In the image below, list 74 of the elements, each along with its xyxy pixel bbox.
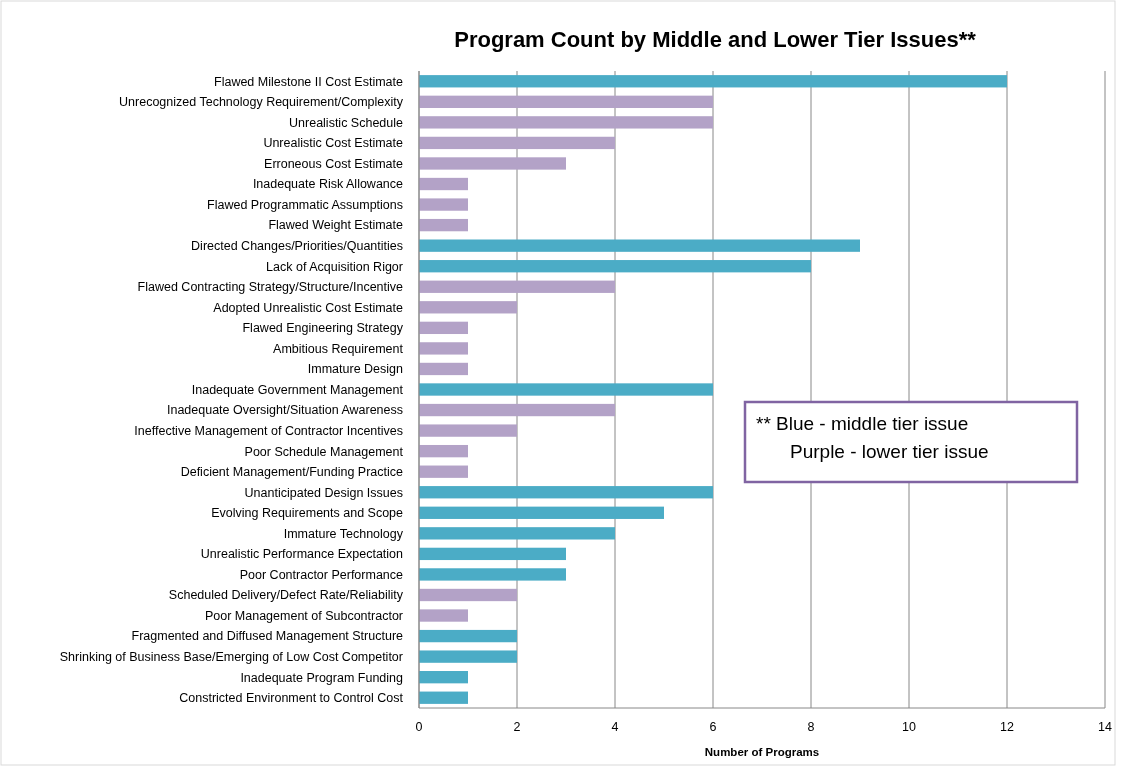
bar bbox=[419, 691, 468, 704]
bar bbox=[419, 95, 713, 108]
y-tick-label: Immature Technology bbox=[283, 526, 404, 541]
bar bbox=[419, 629, 517, 643]
bar bbox=[419, 116, 713, 129]
y-tick-label: Flawed Engineering Strategy bbox=[242, 321, 404, 336]
bar bbox=[419, 465, 468, 478]
annotation: ** Blue - middle tier issue bbox=[756, 413, 969, 434]
y-tick-label: Poor Contractor Performance bbox=[239, 567, 404, 582]
bar bbox=[419, 362, 468, 376]
bar bbox=[419, 609, 468, 622]
x-tick-label: 6 bbox=[709, 720, 717, 734]
y-tick-label: Unrealistic Schedule bbox=[289, 115, 404, 130]
y-tick-label: Erroneous Cost Estimate bbox=[264, 156, 404, 171]
bar bbox=[419, 444, 468, 458]
y-tick-label: Deficient Management/Funding Practice bbox=[180, 465, 404, 480]
y-tick-label: Directed Changes/Priorities/Quantities bbox=[191, 239, 403, 254]
bar bbox=[419, 75, 1007, 88]
bar bbox=[419, 383, 713, 396]
x-tick-label: 12 bbox=[1000, 720, 1014, 734]
y-tick-label: Flawed Milestone II Cost Estimate bbox=[214, 74, 404, 89]
bar bbox=[419, 547, 566, 561]
y-tick-label: Inadequate Program Funding bbox=[240, 670, 404, 685]
x-tick-label: 0 bbox=[415, 720, 423, 734]
y-tick-label: Poor Management of Subcontractor bbox=[204, 608, 403, 623]
bar bbox=[419, 650, 517, 663]
y-tick-label: Flawed Programmatic Assumptions bbox=[207, 197, 403, 212]
y-tick-label: Inadequate Government Management bbox=[191, 382, 404, 397]
bar bbox=[419, 157, 566, 170]
y-tick-label: Fragmented and Diffused Management Structure bbox=[131, 629, 404, 644]
y-tick-label: Unanticipated Design Issues bbox=[244, 485, 403, 500]
x-tick-label: 14 bbox=[1098, 720, 1112, 734]
y-tick-label: Scheduled Delivery/Defect Rate/Reliability bbox=[168, 588, 404, 603]
bar bbox=[419, 136, 615, 150]
bar bbox=[419, 239, 860, 252]
y-tick-label: Inadequate Oversight/Situation Awareness bbox=[166, 403, 403, 418]
bar bbox=[419, 403, 615, 417]
y-tick-label: Constricted Environment to Control Cost bbox=[179, 691, 404, 706]
y-tick-label: Flawed Weight Estimate bbox=[268, 218, 404, 233]
y-tick-label: Ineffective Management of Contractor Incentives bbox=[134, 423, 403, 438]
bar bbox=[419, 260, 811, 273]
y-tick-label: Ambitious Requirement bbox=[273, 341, 404, 356]
y-tick-label: Unrealistic Performance Expectation bbox=[200, 547, 404, 562]
y-tick-label: Adopted Unrealistic Cost Estimate bbox=[213, 300, 404, 315]
bar bbox=[419, 218, 468, 232]
bar bbox=[419, 198, 468, 211]
y-tick-label: Shrinking of Business Base/Emerging of Low Cost Competitor bbox=[59, 650, 403, 664]
y-tick-label: Unrecognized Technology Requirement/Complexity bbox=[119, 95, 404, 110]
x-tick-label: 2 bbox=[513, 720, 521, 734]
bar bbox=[419, 671, 468, 684]
y-tick-label: Poor Schedule Management bbox=[244, 444, 404, 459]
bar bbox=[419, 486, 713, 499]
chart-title: Program Count by Middle and Lower Tier Issues** bbox=[454, 27, 977, 52]
bar bbox=[419, 568, 566, 581]
bar bbox=[419, 506, 664, 519]
y-tick-label: Immature Design bbox=[307, 362, 404, 377]
x-axis-title: Number of Programs bbox=[704, 746, 820, 758]
bar bbox=[419, 342, 468, 355]
bar bbox=[419, 177, 468, 191]
y-tick-label: Flawed Contracting Strategy/Structure/Incentive bbox=[137, 280, 404, 295]
bar bbox=[419, 321, 468, 335]
bar bbox=[419, 588, 517, 602]
bar bbox=[419, 301, 517, 314]
y-tick-label: Evolving Requirements and Scope bbox=[211, 506, 404, 521]
y-tick-label: Unrealistic Cost Estimate bbox=[263, 136, 404, 151]
x-tick-label: 8 bbox=[807, 720, 815, 734]
y-tick-label: Inadequate Risk Allowance bbox=[252, 177, 404, 192]
bar bbox=[419, 527, 615, 540]
x-tick-label: 4 bbox=[611, 720, 619, 734]
annotation: Purple - lower tier issue bbox=[790, 441, 989, 462]
bar bbox=[419, 280, 615, 293]
x-tick-label: 10 bbox=[902, 720, 916, 734]
bar bbox=[419, 424, 517, 437]
y-tick-label: Lack of Acquisition Rigor bbox=[266, 259, 403, 274]
